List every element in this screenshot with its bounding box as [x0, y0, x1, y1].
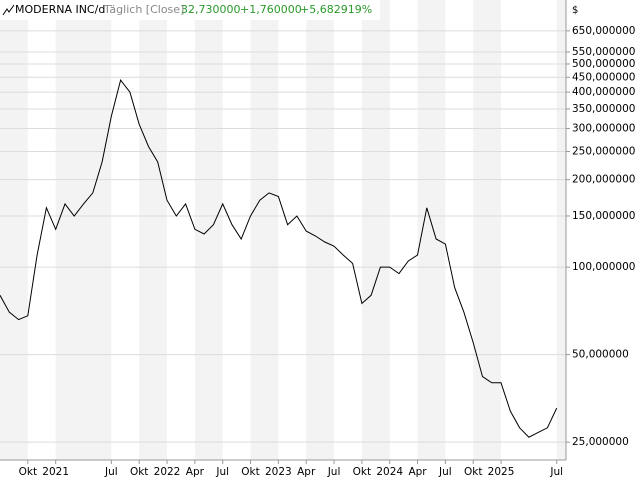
band — [473, 0, 502, 460]
price-line — [0, 78, 558, 438]
y-tick-label: 150,000000 — [572, 210, 635, 222]
band — [0, 0, 28, 460]
x-tick-label: Apr — [186, 466, 205, 478]
x-tick-label: Jul — [438, 466, 452, 478]
band — [417, 0, 446, 460]
x-tick-label: Okt — [464, 466, 482, 478]
band — [361, 0, 390, 460]
band — [556, 0, 566, 460]
x-tick-label: 2021 — [42, 466, 69, 478]
y-tick-label: 200,000000 — [572, 174, 635, 186]
header-bg — [0, 0, 380, 20]
band — [306, 0, 335, 460]
x-tick-label: Jul — [327, 466, 341, 478]
band — [250, 0, 279, 460]
x-tick-label: 2024 — [376, 466, 403, 478]
change-percent: +5,682919% — [300, 3, 372, 16]
x-tick-label: Okt — [19, 466, 37, 478]
y-tick-label: 25,000000 — [572, 436, 629, 448]
change: +1,760000 — [240, 3, 302, 16]
x-tick-label: Okt — [353, 466, 371, 478]
x-tick-label: Okt — [130, 466, 148, 478]
band — [139, 0, 168, 460]
x-tick-label: Jul — [104, 466, 118, 478]
x-tick-label: Jul — [549, 466, 563, 478]
y-tick-label: 50,000000 — [572, 349, 629, 361]
plot — [0, 30, 566, 443]
x-tick-label: 2025 — [488, 466, 515, 478]
x-tick-label: Jul — [215, 466, 229, 478]
x-tick-label: Okt — [241, 466, 259, 478]
x-tick-label: Apr — [297, 466, 316, 478]
y-unit: $ — [572, 5, 578, 16]
x-tick-label: 2022 — [154, 466, 181, 478]
y-tick-label: 500,000000 — [572, 58, 635, 70]
y-tick-label: 100,000000 — [572, 261, 635, 273]
x-tick-label: Apr — [408, 466, 427, 478]
y-tick-label: 550,000000 — [572, 46, 635, 58]
last-value: 32,730000 — [181, 3, 241, 16]
y-tick-label: 250,000000 — [572, 145, 635, 157]
chart-title: MODERNA INC/d — [15, 3, 105, 16]
y-tick-label: 650,000000 — [572, 25, 635, 37]
x-tick-label: 2023 — [265, 466, 292, 478]
chart-icon — [2, 4, 15, 16]
y-tick-label: 350,000000 — [572, 103, 635, 115]
y-tick-label: 300,000000 — [572, 122, 635, 134]
y-tick-label: 450,000000 — [572, 71, 635, 83]
band — [55, 0, 112, 460]
y-tick-label: 400,000000 — [572, 86, 635, 98]
chart-subtitle: Täglich [Close] — [103, 3, 184, 16]
